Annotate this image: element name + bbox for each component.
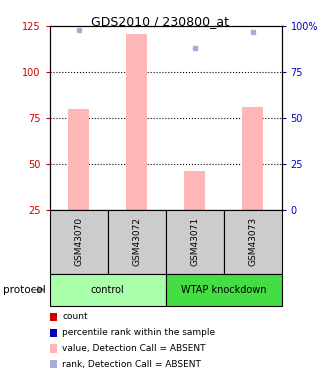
Bar [166,210,224,274]
Text: GSM43070: GSM43070 [74,217,83,266]
Text: rank, Detection Call = ABSENT: rank, Detection Call = ABSENT [62,360,201,369]
Text: count: count [62,312,88,321]
Text: GDS2010 / 230800_at: GDS2010 / 230800_at [91,15,229,28]
Text: value, Detection Call = ABSENT: value, Detection Call = ABSENT [62,344,206,353]
Text: WTAP knockdown: WTAP knockdown [181,285,266,295]
Bar [108,210,166,274]
Text: control: control [91,285,124,295]
Bar [50,274,166,306]
Text: GSM43073: GSM43073 [248,217,257,266]
Bar [224,210,282,274]
Bar [184,171,205,210]
Bar [126,34,147,210]
Bar [243,107,263,210]
Text: GSM43071: GSM43071 [190,217,199,266]
Text: GSM43072: GSM43072 [132,217,141,266]
Text: protocol: protocol [3,285,46,295]
Bar [68,109,89,210]
Bar [166,274,282,306]
Text: percentile rank within the sample: percentile rank within the sample [62,328,216,337]
Bar [50,210,108,274]
